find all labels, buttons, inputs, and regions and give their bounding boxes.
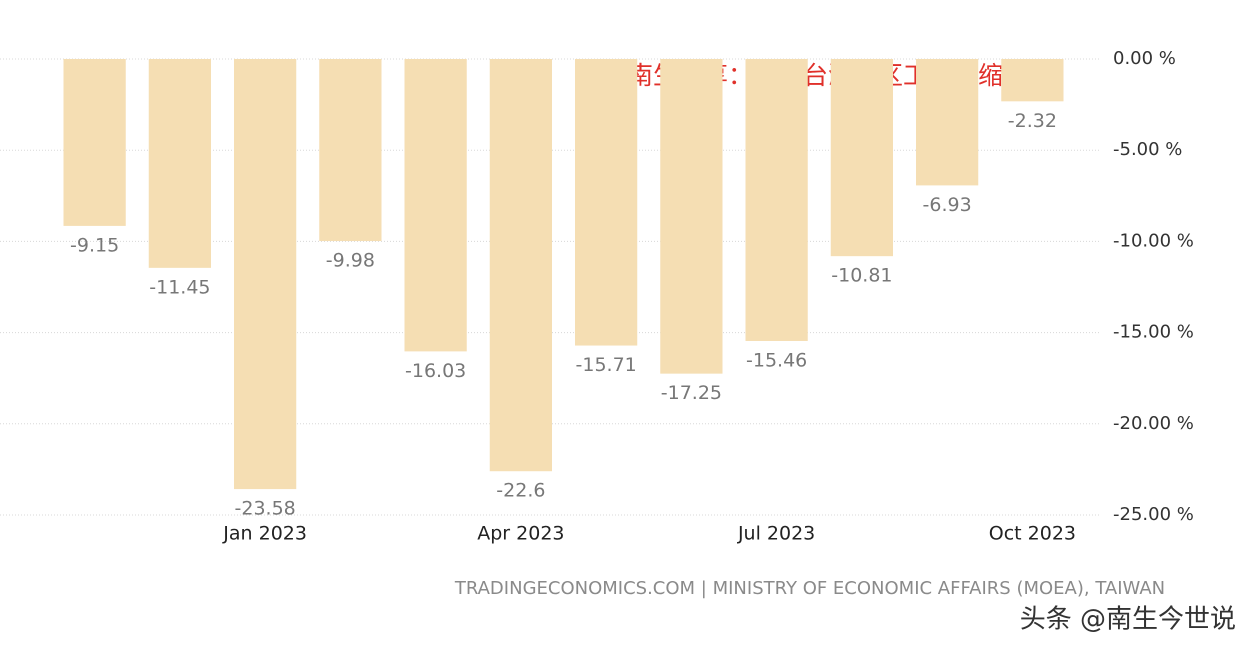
- data-label: -11.45: [149, 276, 210, 298]
- data-label: -9.15: [70, 234, 119, 256]
- data-label: -16.03: [405, 360, 466, 382]
- x-tick-label: Apr 2023: [477, 523, 564, 545]
- data-label: -23.58: [235, 498, 296, 520]
- y-tick-label: 0.00 %: [1113, 48, 1176, 69]
- data-label: -15.71: [576, 354, 637, 376]
- bar: [489, 59, 552, 472]
- y-tick-label: -15.00 %: [1113, 322, 1194, 343]
- data-label: -9.98: [326, 250, 375, 272]
- bar: [745, 59, 808, 341]
- bar: [575, 59, 638, 346]
- bar: [404, 59, 467, 352]
- watermark: 头条 @南生今世说: [1020, 605, 1236, 635]
- bar: [319, 59, 382, 242]
- bar: [234, 59, 297, 490]
- bar: [63, 59, 126, 226]
- bar: [830, 59, 893, 257]
- data-label: -15.46: [746, 349, 807, 371]
- bar: [660, 59, 723, 374]
- data-label: -6.93: [923, 194, 972, 216]
- bar: [148, 59, 211, 268]
- data-label: -17.25: [661, 382, 722, 404]
- x-tick-label: Jan 2023: [222, 523, 307, 545]
- bar: [916, 59, 979, 186]
- y-tick-label: -25.00 %: [1113, 504, 1194, 525]
- data-label: -2.32: [1008, 110, 1057, 132]
- data-label: -22.6: [496, 480, 545, 502]
- bar: [1001, 59, 1064, 102]
- y-tick-label: -10.00 %: [1113, 230, 1194, 251]
- data-label: -10.81: [831, 265, 892, 287]
- source: TRADINGECONOMICS.COM | MINISTRY OF ECONO…: [454, 578, 1165, 599]
- y-tick-label: -5.00 %: [1113, 139, 1182, 160]
- y-tick-label: -20.00 %: [1113, 413, 1194, 434]
- x-tick-label: Oct 2023: [989, 523, 1076, 545]
- x-tick-label: Jul 2023: [737, 523, 815, 545]
